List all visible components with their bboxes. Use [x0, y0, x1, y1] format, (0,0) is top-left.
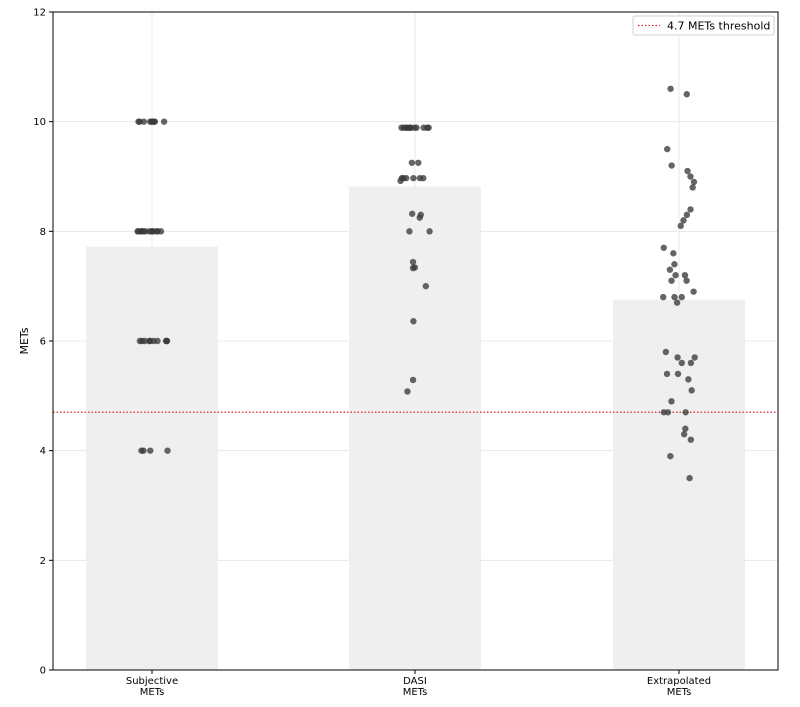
data-point — [680, 431, 688, 438]
data-point — [674, 370, 682, 378]
data-point — [668, 162, 675, 169]
data-point — [685, 376, 692, 383]
data-point — [416, 214, 423, 221]
data-point — [410, 124, 418, 131]
data-point — [409, 264, 417, 272]
x-tick-label-line1: Subjective — [126, 676, 178, 687]
x-tick-label-line2: METs — [140, 687, 165, 698]
data-point — [408, 159, 416, 166]
data-point — [424, 124, 431, 131]
x-tick-label-line1: DASI — [403, 676, 427, 687]
data-point — [164, 447, 171, 454]
data-point — [673, 299, 681, 306]
legend-box — [632, 15, 775, 36]
data-point — [687, 206, 694, 213]
data-points — [134, 85, 698, 482]
data-point — [404, 388, 411, 395]
data-point — [154, 337, 161, 345]
data-point — [409, 376, 417, 384]
data-point — [147, 447, 154, 454]
data-point — [662, 348, 670, 356]
y-tick-label: 6 — [40, 337, 46, 348]
data-point — [409, 258, 417, 266]
data-point — [683, 211, 691, 219]
data-point — [664, 145, 671, 153]
data-point — [687, 436, 695, 443]
data-point — [690, 288, 697, 295]
data-point — [689, 184, 696, 191]
data-point — [688, 387, 695, 394]
data-point — [666, 266, 674, 273]
data-point — [667, 85, 674, 92]
data-point — [135, 118, 142, 125]
data-point — [406, 228, 413, 235]
data-point — [674, 354, 681, 361]
data-point — [416, 174, 424, 182]
data-point — [691, 354, 698, 361]
data-point — [398, 124, 405, 131]
data-point — [422, 282, 430, 290]
data-point — [687, 173, 694, 180]
data-point — [134, 228, 141, 235]
data-point — [671, 293, 678, 301]
data-point — [686, 474, 693, 482]
y-axis-label: METs — [18, 327, 31, 354]
y-tick-label: 10 — [33, 117, 46, 128]
data-point — [667, 452, 674, 460]
y-tick-label: 4 — [40, 446, 46, 457]
data-point — [680, 217, 687, 224]
data-point — [410, 318, 417, 325]
data-point — [415, 159, 422, 166]
data-point — [141, 337, 149, 345]
x-tick-label-line2: METs — [667, 687, 692, 698]
x-tick-label-line2: METs — [403, 687, 428, 698]
data-point — [668, 398, 675, 405]
y-tick-label: 8 — [40, 227, 46, 238]
x-tick-label-line1: Extrapolated — [647, 676, 711, 687]
data-point — [426, 228, 433, 235]
y-tick-label: 2 — [40, 556, 46, 567]
data-point — [677, 222, 684, 230]
data-point — [148, 228, 155, 235]
data-point — [671, 261, 678, 268]
data-point — [683, 277, 690, 284]
data-point — [683, 91, 690, 98]
data-point — [681, 272, 689, 279]
data-point — [397, 177, 404, 185]
y-tick-label: 12 — [33, 8, 46, 19]
data-point — [684, 167, 691, 175]
y-axis-ticks: 0 2 4 6 8 10 12 — [33, 8, 53, 677]
data-point — [687, 359, 695, 367]
data-point — [668, 277, 675, 284]
data-point — [160, 118, 168, 125]
data-point — [670, 250, 677, 257]
data-point — [410, 174, 417, 182]
data-point — [682, 425, 689, 432]
data-point — [140, 118, 148, 125]
data-point — [163, 337, 170, 345]
data-point — [660, 244, 667, 251]
data-point — [140, 447, 147, 454]
data-point — [682, 409, 689, 416]
data-point — [690, 178, 698, 186]
data-point — [660, 293, 667, 301]
data-point — [408, 210, 416, 217]
data-point — [403, 124, 410, 131]
legend-threshold-label: 4.7 METs threshold — [667, 20, 770, 33]
bars — [86, 186, 745, 671]
data-point — [151, 118, 159, 125]
data-point — [678, 293, 685, 301]
y-tick-label: 0 — [40, 666, 46, 677]
data-point — [678, 359, 685, 367]
bar-1 — [349, 186, 481, 670]
data-point — [664, 409, 672, 416]
data-point — [672, 272, 679, 279]
legend: 4.7 METs threshold — [632, 15, 775, 36]
bar-0 — [86, 246, 218, 671]
data-point — [663, 370, 671, 378]
